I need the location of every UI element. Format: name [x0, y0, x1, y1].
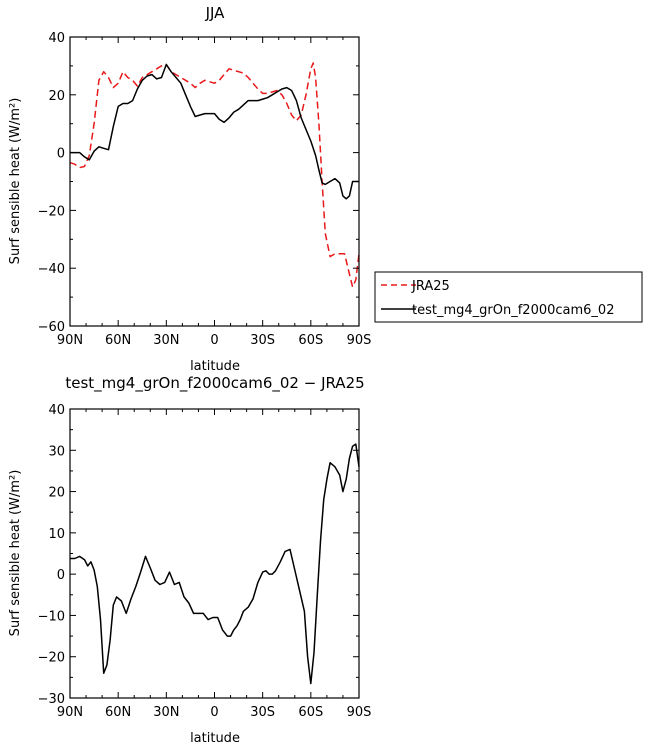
y-tick-label: −30 — [38, 692, 65, 707]
chart-marks — [69, 62, 360, 288]
axes: 90N 60N 30N 0 30S 60S 90S −60 −40 −20 0 20 40 — [38, 31, 372, 348]
legend: JRA25 test_mg4_grOn_f2000cam6_02 — [374, 271, 643, 323]
y-tick-label: 0 — [57, 568, 65, 583]
y-tick-label: −40 — [38, 262, 65, 277]
x-tick-label: 60N — [105, 333, 131, 348]
y-tick-label: 20 — [48, 89, 65, 104]
y-axis-label: Surf sensible heat (W/m²) — [8, 98, 23, 265]
y-tick-label: 20 — [48, 486, 65, 501]
x-tick-label: 90N — [57, 705, 83, 720]
x-tick-label: 60N — [105, 705, 131, 720]
x-tick-label: 60S — [298, 333, 323, 348]
x-tick-label: 30S — [250, 705, 275, 720]
x-tick-label: 90S — [347, 705, 372, 720]
x-tick-label: 30N — [153, 333, 179, 348]
y-tick-label: −20 — [38, 204, 65, 219]
series-line-jra25 — [69, 62, 360, 288]
plot-frame — [69, 408, 360, 699]
y-tick-label: −60 — [38, 320, 65, 335]
chart-bottom: test_mg4_grOn_f2000cam6_02 − JRA25 Surf … — [8, 374, 371, 746]
legend-label-test: test_mg4_grOn_f2000cam6_02 — [412, 303, 614, 318]
chart-top: JJA Surf sensible heat (W/m²) latitude 9… — [8, 4, 643, 374]
x-axis-label: latitude — [190, 359, 240, 374]
y-tick-label: 0 — [57, 147, 65, 162]
x-tick-label: 60S — [298, 705, 323, 720]
legend-label-jra25: JRA25 — [411, 279, 450, 294]
chart-title: JJA — [205, 4, 226, 22]
y-tick-label: −20 — [38, 651, 65, 666]
legend-box — [374, 271, 643, 323]
chart-title: test_mg4_grOn_f2000cam6_02 − JRA25 — [65, 374, 364, 393]
x-tick-label: 90S — [347, 333, 372, 348]
y-axis-label: Surf sensible heat (W/m²) — [8, 470, 23, 637]
x-tick-label: 30N — [153, 705, 179, 720]
series-line-difference — [70, 443, 360, 685]
x-tick-label: 90N — [57, 333, 83, 348]
x-tick-label: 30S — [250, 333, 275, 348]
y-tick-label: −10 — [38, 609, 65, 624]
y-tick-label: 10 — [48, 527, 65, 542]
axes: 90N 60N 30N 0 30S 60S 90S −30 −20 −10 0 10 20 30 40 — [38, 403, 372, 720]
chart-marks — [70, 443, 360, 685]
x-tick-label: 0 — [210, 705, 218, 720]
y-tick-label: 40 — [48, 403, 65, 418]
series-line-test-mg4-gron-f2000cam6-02 — [70, 63, 359, 200]
x-tick-label: 0 — [210, 333, 218, 348]
x-axis-label: latitude — [190, 731, 240, 746]
y-tick-label: 40 — [48, 31, 65, 46]
y-tick-label: 30 — [48, 444, 65, 459]
